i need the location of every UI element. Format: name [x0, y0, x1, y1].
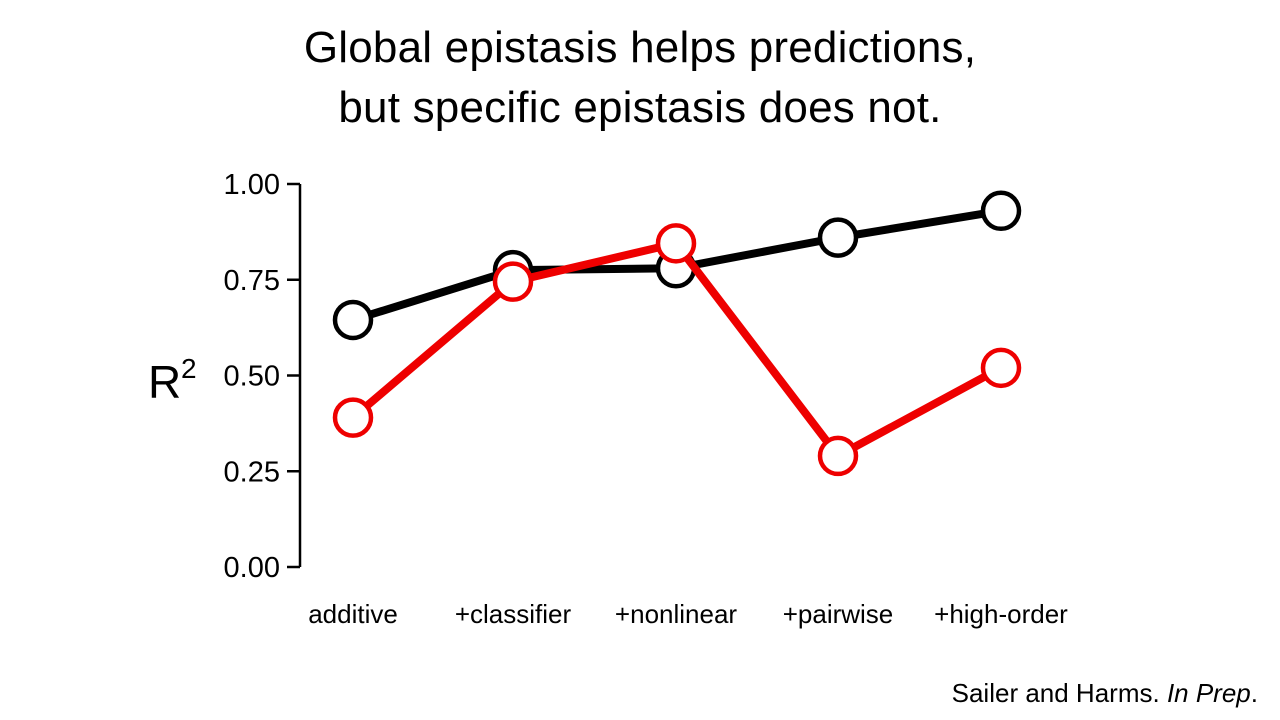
y-tick-label: 0.75 — [224, 265, 280, 297]
series-1 — [332, 190, 1022, 341]
x-tick-label: additive — [308, 599, 398, 629]
series-2 — [332, 223, 1022, 477]
chart-title-line-1: Global epistasis helps predictions, — [0, 20, 1280, 76]
data-point — [332, 299, 374, 341]
data-point — [492, 261, 534, 302]
title-emphasis-global: Global epistasis — [303, 23, 618, 72]
citation: Sailer and Harms. In Prep. — [952, 676, 1258, 710]
y-tick-label: 0.00 — [224, 552, 280, 584]
data-point — [980, 347, 1022, 389]
y-tick-label: 0.25 — [224, 456, 280, 488]
axis-layer: 0.00 0.25 0.50 0.75 1.00 R 2 additive +classifie… — [148, 169, 1068, 629]
x-tick-label: +classifier — [455, 599, 572, 629]
x-tick-label: +high-order — [934, 599, 1068, 629]
citation-end: . — [1250, 678, 1258, 708]
citation-authors: Sailer and Harms. — [951, 678, 1167, 708]
x-tick-label: +pairwise — [783, 599, 894, 629]
title-text-1: helps predictions, — [617, 23, 977, 72]
data-point — [980, 190, 1022, 232]
y-tick-label: 1.00 — [224, 169, 280, 201]
data-point — [817, 435, 859, 477]
citation-status: In Prep — [1166, 678, 1251, 708]
y-axis-label-superscript: 2 — [181, 353, 197, 384]
series-layer — [332, 190, 1022, 477]
chart-title-line-2: but specific epistasis does not. — [0, 80, 1280, 136]
data-point — [655, 223, 697, 264]
title-text-2b: does not. — [746, 83, 942, 132]
y-tick-label: 0.50 — [224, 361, 280, 393]
data-point — [332, 397, 374, 438]
data-point — [817, 217, 859, 258]
title-text-2a: but — [338, 83, 413, 132]
title-emphasis-specific: specific epistasis — [412, 83, 747, 132]
x-tick-label: +nonlinear — [615, 599, 737, 629]
y-axis-label: R — [148, 356, 181, 408]
